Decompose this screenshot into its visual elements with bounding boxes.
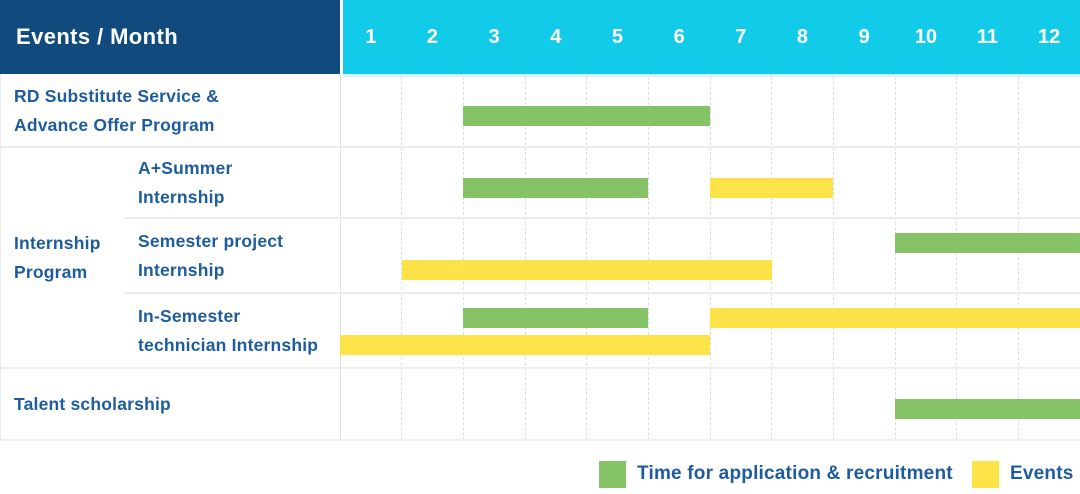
- month-header-cell-2: 2: [426, 25, 439, 48]
- month-gridline-9: [894, 77, 896, 440]
- month-header-cell-11: 11: [976, 25, 999, 48]
- month-header-cell-8: 8: [796, 25, 809, 48]
- label-grid-divider: [340, 74, 341, 440]
- row-label-0: RD Substitute Service & Advance Offer Pro…: [14, 85, 219, 135]
- month-header-cell-6: 6: [673, 25, 685, 48]
- gantt-bar-application: [463, 105, 710, 126]
- gantt-bar-application: [463, 177, 649, 198]
- month-gridline-1: [401, 77, 403, 440]
- row-divider-4: [0, 439, 1080, 441]
- month-header-cell-1: 1: [365, 25, 377, 48]
- legend-label-events: Events: [1010, 463, 1074, 484]
- month-header-cell-10: 10: [914, 25, 937, 48]
- month-gridline-10: [956, 77, 958, 440]
- row-divider-1: [124, 217, 1080, 219]
- month-gridline-4: [586, 77, 588, 440]
- month-gridline-6: [709, 77, 711, 440]
- month-header-cell-4: 4: [550, 25, 562, 48]
- gantt-bar-events: [710, 308, 1080, 328]
- legend-item-events: Events: [972, 458, 1074, 490]
- month-gridline-2: [462, 77, 464, 440]
- month-header-row: [343, 0, 1080, 74]
- gantt-bar-application: [895, 399, 1080, 419]
- table-header-events-month: Events / Month: [0, 0, 340, 74]
- gantt-bar-application: [463, 308, 649, 328]
- gantt-bar-events: [340, 335, 710, 355]
- legend-swatch-green: [599, 460, 626, 488]
- month-header-cell-9: 9: [858, 25, 870, 48]
- gantt-bar-events: [710, 177, 834, 198]
- month-header-cell-5: 5: [611, 25, 624, 48]
- row-divider-2: [124, 292, 1080, 294]
- events-month-label: Events / Month: [16, 24, 179, 49]
- row-label-3: In-Semester technician Internship: [138, 305, 319, 355]
- month-header-cell-12: 12: [1038, 25, 1061, 48]
- row-label-1: A+Summer Internship: [138, 157, 233, 207]
- legend-label-application: Time for application & recruitment: [637, 463, 953, 484]
- month-gridline-8: [832, 77, 834, 440]
- month-header-cell-3: 3: [488, 25, 500, 48]
- month-gridline-3: [524, 77, 526, 440]
- month-gridline-11: [1017, 77, 1019, 440]
- month-gridline-7: [771, 77, 773, 440]
- row-label-2: Semester project Internship: [138, 230, 284, 280]
- row-divider-0: [0, 146, 1080, 148]
- month-gridline-5: [647, 77, 649, 440]
- table-left-border: [0, 74, 1, 440]
- legend-item-application: Time for application & recruitment: [599, 458, 953, 490]
- gantt-bar-events: [401, 260, 772, 280]
- month-header-cell-7: 7: [735, 25, 747, 48]
- row-label-4: Talent scholarship: [14, 393, 171, 414]
- legend-swatch-yellow: [972, 460, 999, 488]
- row-divider-3: [0, 367, 1080, 369]
- group-label-internship-program: Internship Program: [14, 232, 101, 282]
- gantt-bar-application: [895, 233, 1080, 253]
- header-underline: [343, 74, 1080, 77]
